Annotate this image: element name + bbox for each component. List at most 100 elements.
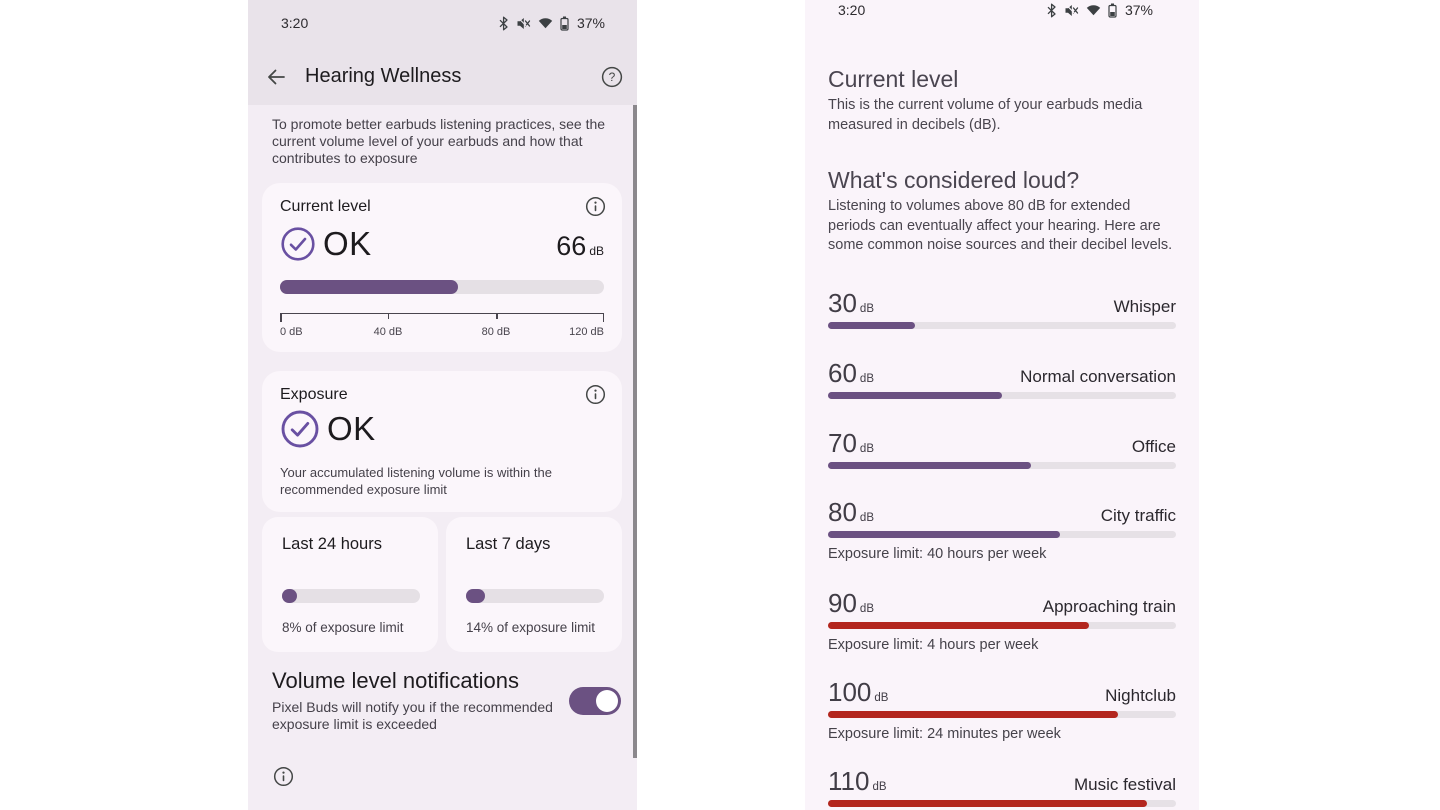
status-time: 3:20 xyxy=(281,15,309,31)
noise-db-unit: dB xyxy=(859,373,874,385)
last-24-hours-label: 8% of exposure limit xyxy=(282,620,404,635)
noise-level-bar xyxy=(828,531,1176,538)
info-icon xyxy=(273,766,294,787)
noise-level-bar xyxy=(828,622,1176,629)
toggle-thumb xyxy=(596,690,618,712)
check-circle-icon xyxy=(281,410,319,448)
noise-item-city-traffic: 80 dB City traffic Exposure limit: 40 hour… xyxy=(828,497,1176,562)
noise-level-bar-fill xyxy=(828,622,1089,629)
back-button[interactable] xyxy=(265,66,287,88)
section-body-current-level: This is the current volume of your earbu… xyxy=(828,97,1143,133)
exposure-status: OK xyxy=(327,410,376,447)
noise-level-bar-fill xyxy=(828,531,1060,538)
left-phone-screen: 3:20 37% Hearing Wellness ? To promote b… xyxy=(248,0,637,810)
info-icon xyxy=(585,384,606,405)
exposure-info-button[interactable] xyxy=(585,384,606,405)
noise-db-value: 110 xyxy=(828,766,870,796)
battery-percent: 37% xyxy=(576,15,605,31)
noise-source-label: Approaching train xyxy=(1042,597,1176,616)
noise-item-whisper: 30 dB Whisper xyxy=(828,288,1176,329)
left-header: 3:20 37% Hearing Wellness ? xyxy=(248,0,637,105)
last-7-days-label: 14% of exposure limit xyxy=(466,620,596,635)
tick-label: 0 dB xyxy=(280,326,303,338)
battery-percent: 37% xyxy=(1124,2,1153,18)
noise-source-label: Normal conversation xyxy=(1020,367,1176,386)
tick-label: 80 dB xyxy=(481,326,511,338)
bluetooth-icon xyxy=(499,16,508,30)
tick-label: 120 dB xyxy=(569,326,604,338)
current-level-title: Current level xyxy=(280,198,371,215)
right-phone-screen: 3:20 37% Current level This is the curre… xyxy=(805,0,1199,810)
svg-text:?: ? xyxy=(609,70,616,84)
noise-level-bar xyxy=(828,392,1176,399)
volume-muted-icon xyxy=(1065,3,1079,17)
noise-level-bar-fill xyxy=(828,711,1118,718)
current-db-number: 66 xyxy=(556,231,587,261)
current-level-info-button[interactable] xyxy=(585,196,606,217)
exposure-title: Exposure xyxy=(280,386,348,403)
current-level-status: OK xyxy=(323,225,372,262)
back-arrow-icon xyxy=(268,69,285,85)
noise-level-bar-fill xyxy=(828,800,1147,807)
volume-notifications-title: Volume level notifications xyxy=(272,668,520,693)
status-time: 3:20 xyxy=(838,2,866,18)
noise-source-label: Music festival xyxy=(1073,775,1176,794)
noise-db-value: 70 xyxy=(828,428,857,458)
last-24-hours-title: Last 24 hours xyxy=(282,535,382,553)
noise-db-value: 30 xyxy=(828,288,857,318)
volume-muted-icon xyxy=(517,16,531,30)
battery-icon xyxy=(1108,3,1117,18)
last-7-days-bar xyxy=(466,589,604,603)
current-level-bar xyxy=(280,280,604,294)
scrollbar[interactable] xyxy=(633,105,637,758)
noise-db-unit: dB xyxy=(872,781,887,793)
status-icons: 37% xyxy=(1046,2,1153,18)
noise-db-value: 100 xyxy=(828,677,872,707)
current-level-value: 66 dB xyxy=(556,231,604,262)
exposure-limit-text: Exposure limit: 24 minutes per week xyxy=(828,726,1061,742)
last-7-days-title: Last 7 days xyxy=(466,535,551,553)
noise-source-label: Nightclub xyxy=(1105,686,1176,705)
last-24-hours-card: Last 24 hours 8% of exposure limit xyxy=(262,517,438,652)
battery-icon xyxy=(560,16,569,31)
status-icons: 37% xyxy=(498,15,605,31)
noise-level-bar xyxy=(828,800,1176,807)
noise-db-unit: dB xyxy=(859,443,874,455)
db-scale-labels: 0 dB 40 dB 80 dB 120 dB xyxy=(280,326,604,339)
noise-item-normal-conversation: 60 dB Normal conversation xyxy=(828,358,1176,399)
current-level-bar-fill xyxy=(280,280,459,294)
current-level-card: Current level OK 66 dB 0 dB 40 dB 80 dB … xyxy=(262,183,622,352)
noise-level-bar-fill xyxy=(828,322,915,329)
bluetooth-icon xyxy=(1047,3,1056,17)
noise-item-office: 70 dB Office xyxy=(828,428,1176,469)
exposure-description: Your accumulated listening volume is wit… xyxy=(280,465,552,497)
help-icon: ? xyxy=(601,66,623,88)
exposure-limit-text: Exposure limit: 4 hours per week xyxy=(828,637,1039,653)
noise-item-approaching-train: 90 dB Approaching train Exposure limit: 4 … xyxy=(828,588,1176,653)
section-title-current-level: Current level xyxy=(828,66,959,92)
noise-source-label: Office xyxy=(1131,437,1176,456)
volume-notifications-toggle[interactable] xyxy=(569,687,621,715)
noise-source-label: City traffic xyxy=(1100,506,1176,525)
section-body-whats-loud: Listening to volumes above 80 dB for ext… xyxy=(828,198,1173,253)
last-7-days-bar-fill xyxy=(466,589,486,603)
noise-level-bar xyxy=(828,322,1176,329)
last-7-days-card: Last 7 days 14% of exposure limit xyxy=(446,517,622,652)
noise-db-unit: dB xyxy=(859,303,874,315)
footer-info-button[interactable] xyxy=(273,766,294,787)
exposure-limit-text: Exposure limit: 40 hours per week xyxy=(828,546,1047,562)
noise-db-value: 90 xyxy=(828,588,857,618)
last-24-hours-bar-fill xyxy=(282,589,297,603)
noise-level-bar-fill xyxy=(828,392,1002,399)
noise-item-nightclub: 100 dB Nightclub Exposure limit: 24 minute… xyxy=(828,677,1176,742)
current-db-unit: dB xyxy=(589,244,604,258)
noise-level-bar xyxy=(828,462,1176,469)
noise-source-label: Whisper xyxy=(1113,297,1176,316)
noise-db-unit: dB xyxy=(874,692,889,704)
noise-level-bar xyxy=(828,711,1176,718)
help-button[interactable]: ? xyxy=(601,66,623,88)
check-circle-icon xyxy=(281,227,315,261)
exposure-card: Exposure OK Your accumulated listening v… xyxy=(262,371,622,512)
page-title: Hearing Wellness xyxy=(305,65,462,87)
volume-notifications-description: Pixel Buds will notify you if the recomm… xyxy=(272,699,553,732)
